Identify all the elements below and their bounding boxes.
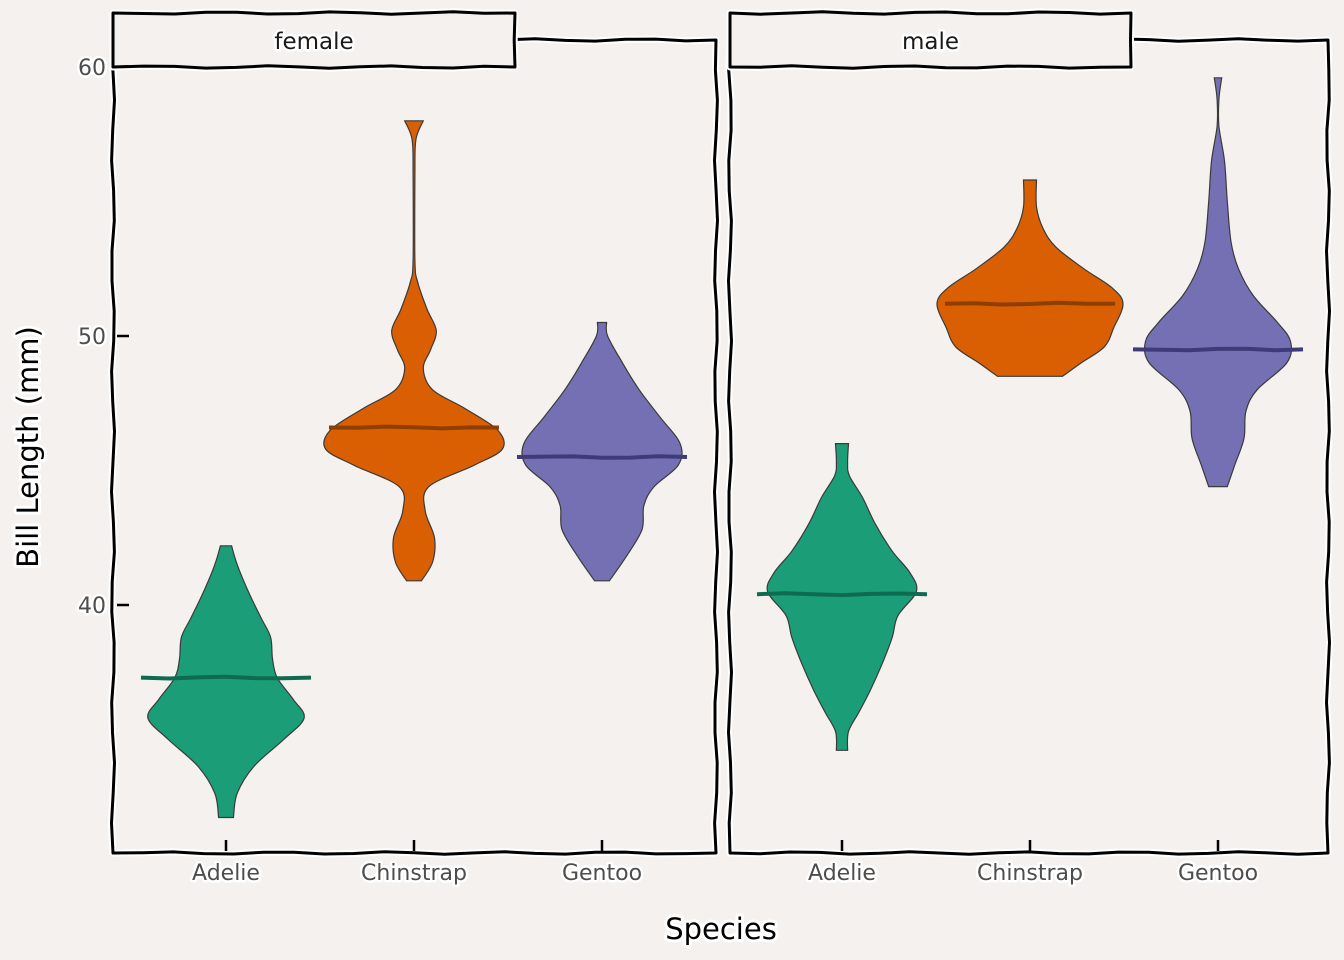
facet-strip-female bbox=[111, 10, 517, 70]
axis-ticks: Adelie Chinstrap Gentoo Adelie Chinstrap Gent… bbox=[76, 54, 1261, 889]
axis-labels: Bill Length (mm) Species bbox=[8, 323, 780, 949]
median-line-female-chinstrap bbox=[328, 424, 500, 431]
median-line-female-adelie bbox=[140, 674, 312, 681]
panel-frames: female male bbox=[108, 8, 1333, 858]
y-tick-label-60: 60 bbox=[78, 56, 106, 81]
x-tick-label-male-adelie: Adelie bbox=[808, 861, 876, 886]
median-line-male-chinstrap bbox=[944, 300, 1115, 307]
violin-female-gentoo bbox=[521, 321, 683, 582]
panel-frame-female bbox=[110, 37, 719, 856]
y-axis-title: Bill Length (mm) bbox=[11, 326, 45, 568]
median-line-male-gentoo bbox=[1132, 346, 1304, 353]
y-tick-label-50: 50 bbox=[78, 325, 106, 350]
x-axis-title: Species bbox=[665, 912, 777, 946]
violins bbox=[140, 77, 1304, 819]
facet-strip-male bbox=[728, 10, 1133, 70]
panel-frame-male bbox=[727, 37, 1331, 856]
x-tick-label-female-gentoo: Gentoo bbox=[562, 861, 642, 886]
x-tick-label-female-chinstrap: Chinstrap bbox=[361, 861, 467, 886]
median-line-female-gentoo bbox=[516, 454, 688, 460]
facet-label-female: female bbox=[274, 29, 353, 55]
median-line-male-adelie bbox=[756, 591, 928, 598]
violin-female-adelie bbox=[147, 545, 305, 819]
y-tick-label-40: 40 bbox=[78, 594, 106, 619]
x-tick-label-female-adelie: Adelie bbox=[192, 861, 260, 886]
violin-male-gentoo bbox=[1143, 77, 1293, 488]
violin-male-chinstrap bbox=[936, 179, 1124, 377]
violin-female-chinstrap bbox=[323, 120, 505, 582]
x-tick-label-male-chinstrap: Chinstrap bbox=[977, 861, 1083, 886]
facet-label-male: male bbox=[902, 29, 959, 55]
x-tick-label-male-gentoo: Gentoo bbox=[1178, 861, 1258, 886]
